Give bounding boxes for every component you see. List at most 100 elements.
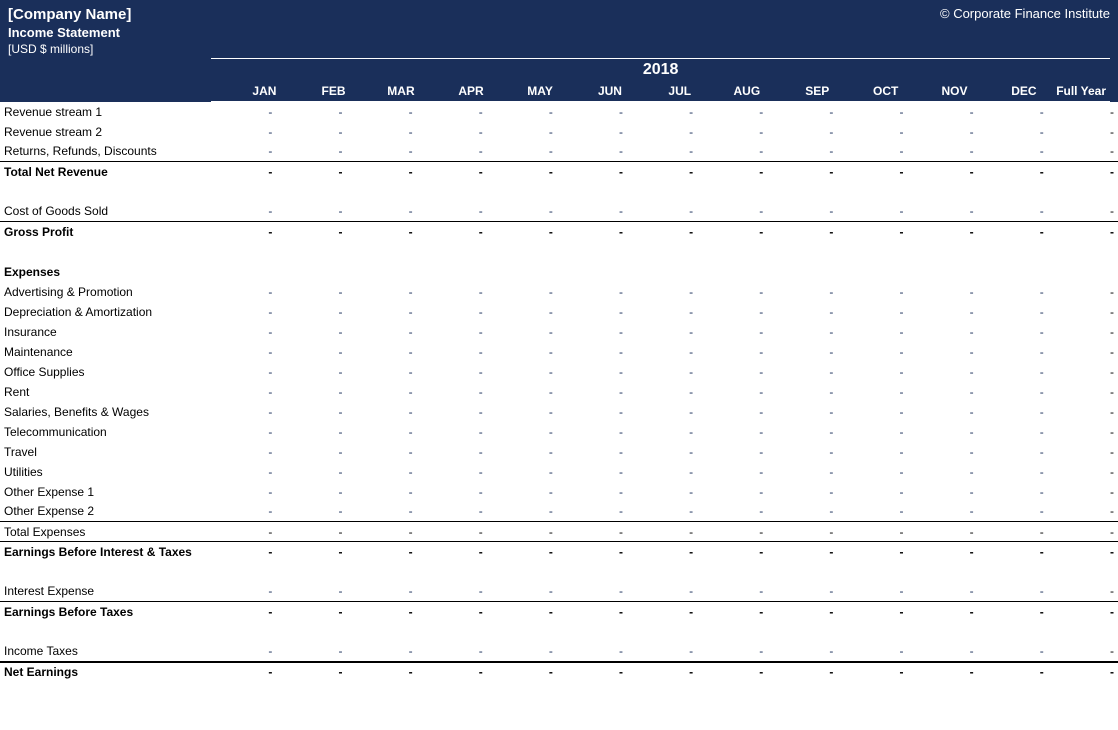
year-row: 2018 — [8, 59, 1110, 82]
cell-value: - — [627, 302, 697, 322]
cell-value: - — [206, 402, 276, 422]
cell-value: - — [837, 582, 907, 602]
row-label: Telecommunication — [0, 422, 206, 442]
cell-value: - — [276, 642, 346, 662]
cell-value: - — [487, 462, 557, 482]
cell-value: - — [276, 322, 346, 342]
cell-value: - — [206, 582, 276, 602]
cell-value: - — [206, 302, 276, 322]
cell-value: - — [557, 482, 627, 502]
cell-value: - — [978, 342, 1048, 362]
cell-value: - — [908, 282, 978, 302]
cell-value: - — [417, 422, 487, 442]
cell-value: - — [767, 162, 837, 182]
full-year-value: - — [1048, 462, 1118, 482]
cell-value: - — [487, 442, 557, 462]
cell-value: - — [206, 462, 276, 482]
income-statement-table: Revenue stream 1-------------Revenue str… — [0, 102, 1118, 682]
copyright-text: © Corporate Finance Institute — [940, 6, 1110, 21]
cell-value: - — [347, 542, 417, 562]
cell-value: - — [347, 302, 417, 322]
table-row: Utilities------------- — [0, 462, 1118, 482]
cell-value: - — [417, 362, 487, 382]
cell-value: - — [697, 642, 767, 662]
full-year-value: - — [1048, 422, 1118, 442]
cell-value: - — [347, 202, 417, 222]
cell-value: - — [417, 102, 487, 122]
row-label: Interest Expense — [0, 582, 206, 602]
row-label: Salaries, Benefits & Wages — [0, 402, 206, 422]
cell-value: - — [417, 662, 487, 682]
cell-value: - — [908, 102, 978, 122]
cell-value: - — [908, 302, 978, 322]
cell-value: - — [837, 322, 907, 342]
cell-value: - — [347, 342, 417, 362]
table-row — [0, 242, 1118, 262]
cell-value: - — [276, 542, 346, 562]
cell-value: - — [837, 102, 907, 122]
cell-value: - — [417, 342, 487, 362]
cell-value: - — [276, 522, 346, 542]
cell-value: - — [627, 142, 697, 162]
cell-value: - — [276, 602, 346, 622]
cell-value: - — [417, 302, 487, 322]
cell-value: - — [487, 662, 557, 682]
cell-value: - — [837, 282, 907, 302]
cell-value: - — [837, 542, 907, 562]
row-label: Insurance — [0, 322, 206, 342]
row-label: Revenue stream 2 — [0, 122, 206, 142]
cell-value: - — [206, 162, 276, 182]
table-row: Advertising & Promotion------------- — [0, 282, 1118, 302]
full-year-header: Full Year — [1041, 81, 1110, 101]
cell-value: - — [487, 102, 557, 122]
cell-value: - — [417, 382, 487, 402]
cell-value: - — [557, 582, 627, 602]
table-row: Salaries, Benefits & Wages------------- — [0, 402, 1118, 422]
cell-value: - — [347, 282, 417, 302]
cell-value: - — [627, 462, 697, 482]
cell-value: - — [557, 102, 627, 122]
table-row: Net Earnings------------- — [0, 662, 1118, 682]
full-year-value: - — [1048, 502, 1118, 522]
table-row — [0, 622, 1118, 642]
cell-value: - — [557, 602, 627, 622]
cell-value: - — [837, 402, 907, 422]
full-year-value: - — [1048, 602, 1118, 622]
cell-value: - — [206, 222, 276, 242]
cell-value: - — [627, 542, 697, 562]
cell-value: - — [837, 302, 907, 322]
cell-value: - — [417, 542, 487, 562]
cell-value: - — [276, 442, 346, 462]
table-row: Insurance------------- — [0, 322, 1118, 342]
cell-value: - — [417, 322, 487, 342]
table-row: Total Expenses------------- — [0, 522, 1118, 542]
full-year-value: - — [1048, 582, 1118, 602]
cell-value: - — [347, 662, 417, 682]
cell-value: - — [487, 482, 557, 502]
row-label: Net Earnings — [0, 662, 206, 682]
cell-value: - — [627, 342, 697, 362]
full-year-value: - — [1048, 162, 1118, 182]
table-row — [0, 562, 1118, 582]
cell-value: - — [276, 402, 346, 422]
cell-value: - — [697, 342, 767, 362]
cell-value: - — [978, 202, 1048, 222]
row-label: Returns, Refunds, Discounts — [0, 142, 206, 162]
cell-value: - — [978, 302, 1048, 322]
cell-value: - — [206, 202, 276, 222]
table-row: Revenue stream 1------------- — [0, 102, 1118, 122]
cell-value: - — [417, 582, 487, 602]
month-header: MAR — [350, 81, 419, 101]
cell-value: - — [908, 202, 978, 222]
cell-value: - — [697, 362, 767, 382]
cell-value: - — [697, 162, 767, 182]
cell-value: - — [487, 422, 557, 442]
cell-value: - — [417, 482, 487, 502]
cell-value: - — [697, 402, 767, 422]
table-row: Office Supplies------------- — [0, 362, 1118, 382]
table-row: Revenue stream 2------------- — [0, 122, 1118, 142]
cell-value: - — [557, 362, 627, 382]
cell-value: - — [978, 282, 1048, 302]
cell-value: - — [557, 342, 627, 362]
cell-value: - — [767, 582, 837, 602]
